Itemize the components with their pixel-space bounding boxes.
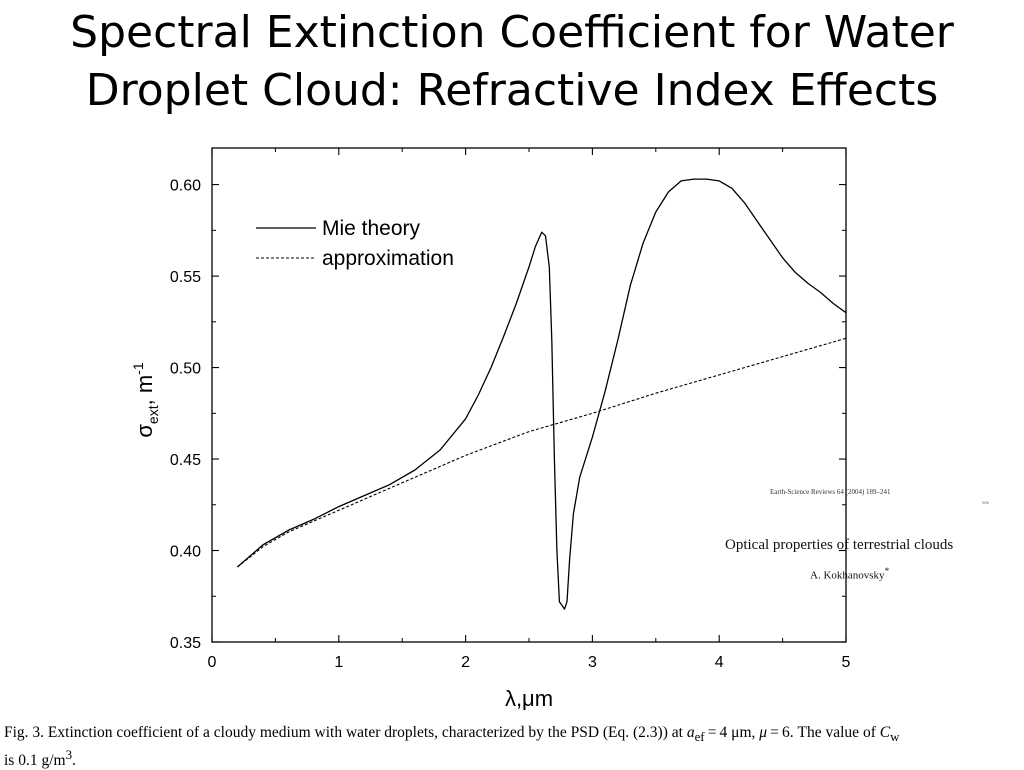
series-lines — [236, 178, 847, 610]
caption-text-e: . — [72, 752, 76, 770]
figure-caption: Fig. 3. Extinction coefficient of a clou… — [4, 724, 1022, 770]
axis-ticks: 0 1 2 3 4 5 0.35 0.40 0.45 0.50 0.55 0.60 — [170, 148, 851, 671]
reference-www: ww — [982, 501, 990, 506]
reference-author-name: A. Kokhanovsky — [810, 569, 885, 582]
caption-symbol-mu: μ — [759, 724, 768, 741]
x-tick-label: 0 — [208, 654, 217, 671]
x-tick-label: 4 — [715, 654, 724, 671]
caption-text-d: is 0.1 g/m — [4, 752, 66, 770]
y-axis-label-sub: ext — [145, 405, 161, 424]
y-tick-label: 0.60 — [170, 178, 201, 195]
caption-sup-3: 3 — [65, 747, 73, 763]
y-tick-label: 0.50 — [170, 361, 201, 378]
y-axis-label-rest: , m — [132, 375, 157, 406]
x-tick-label: 2 — [461, 654, 470, 671]
series-line-approximation — [237, 337, 847, 568]
x-tick-label: 1 — [334, 654, 343, 671]
slide-title-line2: Droplet Cloud: Refractive Index Effects — [85, 65, 939, 116]
y-tick-label: 0.40 — [170, 544, 201, 561]
caption-symbol-c: C — [879, 724, 891, 741]
series-line-mie-theory — [236, 178, 847, 610]
caption-sub-ef: ef — [694, 729, 705, 745]
caption-sub-w: w — [890, 729, 900, 745]
reference-paper-title: Optical properties of terrestrial clouds — [725, 537, 954, 553]
y-axis-label: σext, m-1 — [130, 362, 161, 437]
y-axis-label-sup: -1 — [130, 362, 146, 375]
y-tick-label: 0.35 — [170, 635, 201, 652]
slide-title-line1: Spectral Extinction Coefficient for Wate… — [70, 7, 954, 58]
plot-frame — [211, 147, 847, 643]
x-axis-label: λ,μm — [505, 686, 553, 711]
legend: Mie theory approximation — [256, 217, 454, 270]
caption-line1: Fig. 3. Extinction coefficient of a clou… — [4, 724, 1022, 746]
x-tick-label: 5 — [842, 654, 851, 671]
legend-label-approximation: approximation — [322, 247, 454, 270]
reference-author: A. Kokhanovsky* — [810, 566, 889, 582]
legend-label-mie: Mie theory — [322, 217, 421, 240]
caption-text-b: = 4 μm, — [704, 724, 760, 741]
reference-journal: Earth-Science Reviews 64 (2004) 189–241 — [770, 488, 891, 496]
y-axis-label-base: σ — [132, 424, 157, 438]
reference-author-mark: * — [884, 566, 890, 576]
x-tick-label: 3 — [588, 654, 597, 671]
y-tick-label: 0.55 — [170, 269, 201, 286]
y-tick-label: 0.45 — [170, 452, 201, 469]
slide-title: Spectral Extinction Coefficient for Wate… — [0, 4, 1024, 120]
caption-text-c: = 6. The value of — [767, 724, 880, 741]
caption-symbol-a: a — [686, 724, 695, 741]
caption-line2: is 0.1 g/m3. — [4, 746, 1022, 770]
caption-text-a: Fig. 3. Extinction coefficient of a clou… — [4, 724, 687, 741]
